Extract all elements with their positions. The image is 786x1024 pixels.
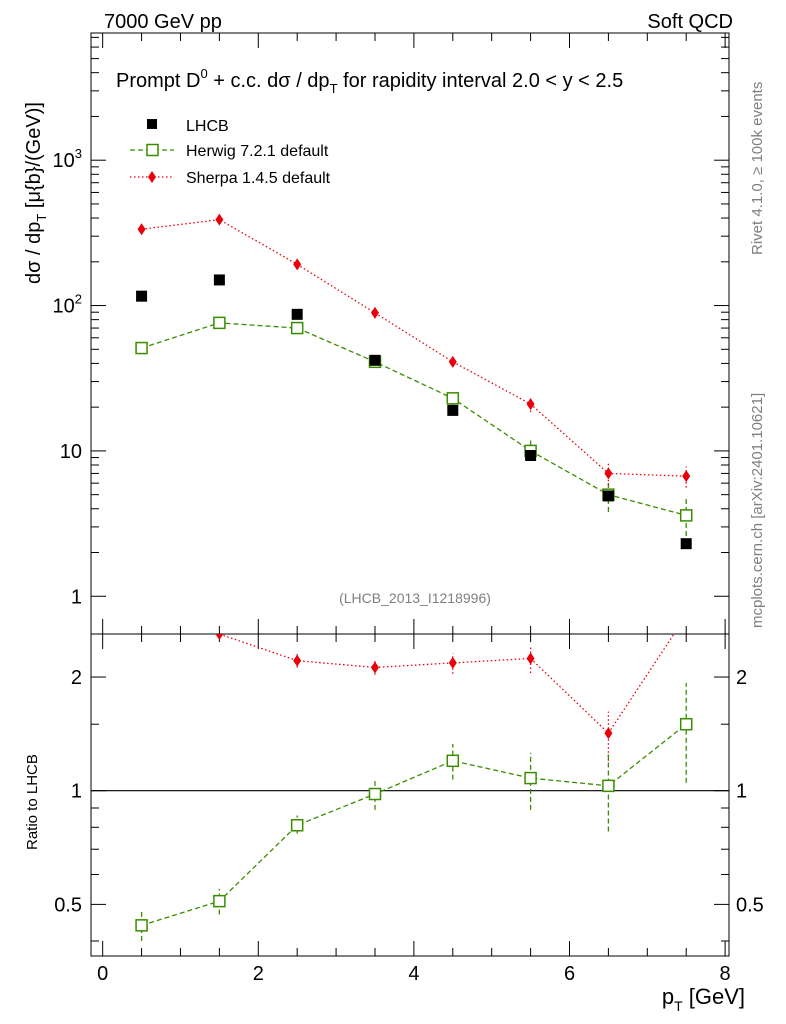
ratio-herwig-point <box>526 652 535 665</box>
main-herwig-point <box>135 341 148 355</box>
ratio-herwig-point <box>215 634 224 640</box>
x-tick-label: 6 <box>564 963 575 985</box>
ratio-sherpa-point <box>446 754 460 768</box>
x-tick-label: 0 <box>97 963 108 985</box>
main-y-tick-labels: 1 10 102 103 <box>53 146 82 608</box>
ratio-sherpa-point <box>368 787 382 801</box>
main-y-tick-label: 103 <box>53 146 82 172</box>
ratio-herwig-point <box>682 610 690 622</box>
x-tick-label: 2 <box>253 963 264 985</box>
ratio-axis-ticks <box>91 634 729 956</box>
main-lhcb-point <box>525 449 537 461</box>
main-lhcb-point <box>213 274 225 286</box>
plot-title: Prompt D0 + c.c. dσ / dpT for rapidity i… <box>116 66 623 96</box>
main-y-tick-label: 10 <box>60 441 82 463</box>
ratio-plot-frame <box>90 633 730 957</box>
main-lhcb-point <box>136 290 148 302</box>
ratio-y-tick-label-right: 2 <box>736 667 747 689</box>
ratio-sherpa-point <box>679 717 693 731</box>
main-axis-ticks <box>91 33 729 634</box>
header-right: Soft QCD <box>647 11 733 33</box>
ratio-sherpa-point <box>135 919 148 932</box>
legend-label-lhcb: LHCB <box>186 118 229 135</box>
main-herwig-point <box>446 392 460 405</box>
mcplots-label: mcplots.cern.ch [arXiv:2401.10621] <box>749 393 766 628</box>
x-tick-label: 8 <box>720 963 731 985</box>
legend-marker-lhcb <box>147 119 157 129</box>
main-lhcb-point <box>369 354 381 366</box>
ratio-sherpa-point <box>602 779 615 793</box>
main-data-layer <box>135 213 693 550</box>
ratio-y-tick-label: 2 <box>71 667 82 689</box>
main-y-axis-label: dσ / dpT [μ{b}/(GeV)] <box>23 102 49 284</box>
main-sherpa-point <box>293 258 302 271</box>
ratio-y-tick-label-right: 1 <box>736 781 747 803</box>
ratio-sherpa-point <box>290 819 304 832</box>
main-sherpa-point <box>682 470 691 483</box>
ratio-herwig-point <box>370 661 379 674</box>
ratio-herwig-point <box>604 727 613 740</box>
main-lhcb-point <box>447 404 459 416</box>
main-y-tick-label: 1 <box>71 586 82 608</box>
legend: LHCB Herwig 7.2.1 default Sherpa 1.4.5 d… <box>130 118 331 187</box>
ratio-y-tick-label-right: 0.5 <box>736 894 764 916</box>
main-herwig-point <box>213 316 226 330</box>
ratio-y-tick-label: 1 <box>71 781 82 803</box>
ratio-sherpa-point <box>213 894 226 908</box>
ratio-y-tick-label: 0.5 <box>54 894 82 916</box>
main-sherpa-point <box>448 355 457 368</box>
legend-label-herwig: Herwig 7.2.1 default <box>186 143 329 160</box>
x-axis-label: pT [GeV] <box>662 984 745 1014</box>
main-y-tick-label: 102 <box>53 292 82 318</box>
ratio-y-tick-labels: 0.5 0.5 1 1 2 2 <box>54 667 764 916</box>
main-sherpa-point <box>215 213 224 226</box>
main-sherpa-line <box>141 218 687 477</box>
main-lhcb-point <box>291 308 303 320</box>
legend-label-sherpa: Sherpa 1.4.5 default <box>186 170 331 187</box>
main-herwig-point <box>290 321 304 335</box>
header-left: 7000 GeV pp <box>104 11 222 33</box>
ratio-sherpa-line <box>141 723 687 926</box>
main-sherpa-point <box>604 467 613 480</box>
ratio-sherpa-point <box>524 771 537 785</box>
x-tick-labels: 0 2 4 6 8 <box>97 963 731 985</box>
ratio-herwig-point <box>138 611 146 623</box>
ratio-herwig-line <box>216 634 675 735</box>
rivet-label: Rivet 4.1.0, ≥ 100k events <box>749 82 766 255</box>
ratio-y-axis-label: Ratio to LHCB <box>24 754 41 850</box>
legend-marker-sherpa <box>148 171 156 183</box>
main-herwig-line <box>141 322 687 517</box>
main-sherpa-point <box>370 306 379 319</box>
main-lhcb-point <box>602 490 614 502</box>
x-tick-label: 4 <box>408 963 419 985</box>
legend-marker-herwig <box>146 143 159 157</box>
main-sherpa-point <box>137 223 146 236</box>
ratio-herwig-point <box>448 656 457 669</box>
ratio-herwig-point <box>293 654 302 667</box>
ratio-data-layer <box>135 610 693 941</box>
analysis-watermark: (LHCB_2013_I1218996) <box>339 590 491 606</box>
main-sherpa-point <box>526 398 535 411</box>
main-lhcb-point <box>680 538 692 550</box>
main-herwig-point <box>679 509 693 522</box>
